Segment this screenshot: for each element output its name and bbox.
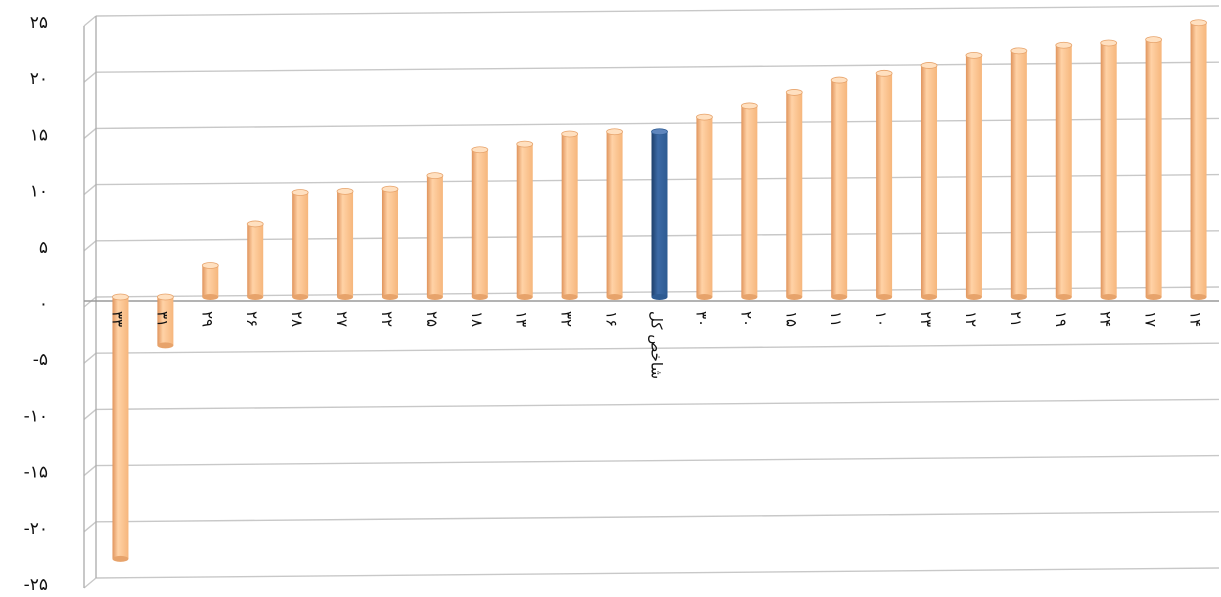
bar bbox=[112, 293, 129, 562]
x-axis-tick-labels: ۳۳ ۳۱ ۲۹ ۲۶ ۲۸ ۲۷ ۲۲ ۲۵ ۱۸ ۱۳ ۳۲ ۱۶ شاخص کل ۳۰ ۲۰ ۱۵ ۱۱ ۱… bbox=[108, 311, 1204, 379]
x-tick-label: ۱۳ bbox=[513, 311, 531, 327]
bar bbox=[246, 220, 264, 300]
bar bbox=[1100, 39, 1118, 300]
x-tick-label: ۱۹ bbox=[1052, 311, 1070, 327]
bar bbox=[830, 76, 848, 300]
bar bbox=[1010, 47, 1028, 300]
x-tick-label: ۱۱ bbox=[827, 311, 845, 327]
bar bbox=[561, 130, 579, 300]
gridline bbox=[95, 5, 1220, 17]
x-tick-label: ۲۵ bbox=[423, 311, 441, 327]
bar bbox=[1145, 36, 1163, 300]
x-tick-label: ۱۲ bbox=[962, 311, 980, 327]
y-tick-label: ۵ bbox=[39, 238, 48, 258]
y-tick-label: -۵ bbox=[33, 350, 48, 370]
bar bbox=[1190, 19, 1207, 300]
gridline bbox=[95, 511, 1220, 523]
bar bbox=[1055, 41, 1073, 300]
x-tick-label: ۲۲ bbox=[378, 311, 396, 327]
gridline bbox=[95, 61, 1220, 73]
y-tick-label: -۲۵ bbox=[24, 575, 48, 595]
gridline bbox=[95, 398, 1220, 411]
bar bbox=[156, 293, 174, 349]
x-tick-label: ۲۶ bbox=[243, 311, 261, 327]
x-tick-label: ۱۸ bbox=[468, 311, 486, 327]
y-tick-label: ۱۵ bbox=[30, 125, 48, 145]
y-tick-label: ۱۰ bbox=[30, 182, 48, 202]
x-tick-label: ۲۱ bbox=[1007, 311, 1025, 327]
bar bbox=[785, 89, 803, 300]
bar bbox=[336, 187, 354, 300]
x-tick-label-highlight: شاخص کل bbox=[648, 311, 666, 379]
x-tick-label: ۱۴ bbox=[1187, 311, 1205, 327]
bar bbox=[606, 128, 623, 300]
bar bbox=[965, 51, 983, 300]
bar bbox=[426, 172, 444, 300]
y-tick-label: ۰ bbox=[39, 294, 48, 314]
x-tick-label: ۱۶ bbox=[603, 311, 621, 327]
bar bbox=[471, 146, 489, 300]
y-tick-label: -۱۰ bbox=[24, 406, 48, 426]
x-tick-label: ۳۳ bbox=[108, 311, 126, 327]
y-tick-label: ۲۰ bbox=[30, 69, 48, 89]
bar bbox=[740, 102, 758, 300]
y-tick-label: ۲۵ bbox=[30, 13, 48, 33]
y-tick-label: -۲۰ bbox=[24, 519, 48, 539]
x-tick-label: ۲۳ bbox=[917, 311, 935, 327]
axes bbox=[83, 16, 1219, 588]
x-tick-label: ۳۱ bbox=[153, 311, 171, 327]
gridline bbox=[95, 454, 1220, 467]
bar bbox=[516, 140, 534, 300]
gridline bbox=[95, 117, 1220, 130]
x-tick-label: ۲۹ bbox=[198, 311, 216, 327]
bar-highlight bbox=[651, 128, 668, 300]
bar bbox=[201, 262, 219, 300]
y-axis-tick-labels: ۲۵ ۲۰ ۱۵ ۱۰ ۵ ۰ -۵ -۱۰ -۱۵ -۲۰ -۲۵ bbox=[24, 13, 48, 595]
gridline bbox=[95, 342, 1220, 354]
x-tick-label: ۲۸ bbox=[288, 311, 306, 327]
gridline bbox=[95, 567, 1220, 579]
bar bbox=[291, 189, 309, 300]
x-tick-label: ۲۰ bbox=[737, 311, 755, 327]
x-tick-label: ۳۲ bbox=[558, 311, 576, 327]
bar bbox=[381, 185, 399, 300]
x-tick-label: ۲۷ bbox=[333, 311, 351, 327]
x-tick-label: ۱۷ bbox=[1142, 311, 1160, 327]
x-tick-label: ۱۰ bbox=[872, 311, 890, 327]
x-tick-label: ۱۵ bbox=[782, 311, 800, 327]
bar bbox=[696, 113, 713, 300]
y-tick-label: -۱۵ bbox=[24, 463, 48, 483]
bars bbox=[112, 19, 1207, 562]
x-tick-label: ۳۰ bbox=[692, 311, 710, 327]
bar bbox=[875, 69, 893, 300]
x-tick-label: ۲۴ bbox=[1097, 311, 1115, 327]
bar bbox=[920, 62, 938, 300]
